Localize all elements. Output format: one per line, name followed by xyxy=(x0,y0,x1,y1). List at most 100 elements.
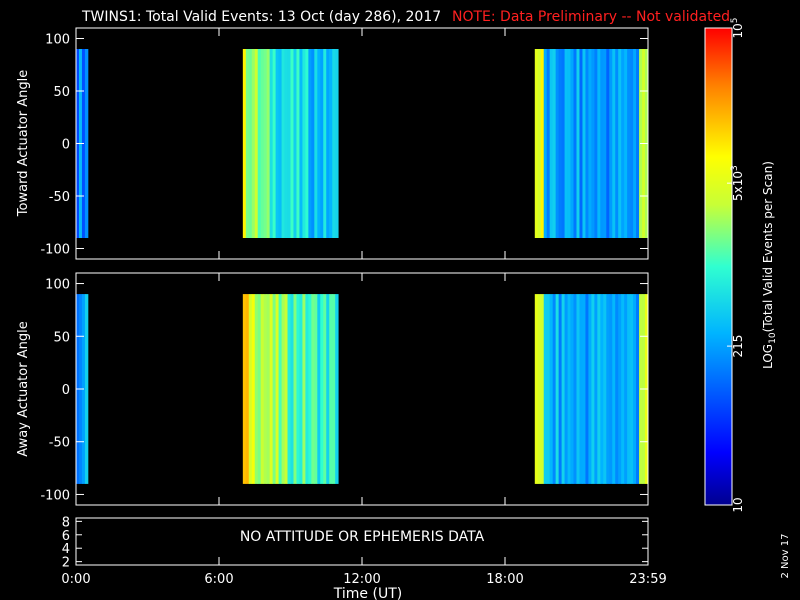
toward-heatmap xyxy=(76,49,649,238)
heatmap-cell xyxy=(84,294,89,484)
ytick-label: 100 xyxy=(45,33,70,48)
heatmap-cell xyxy=(260,294,265,484)
heatmap-cell xyxy=(272,49,277,238)
no-data-message: NO ATTITUDE OR EPHEMERIS DATA xyxy=(240,529,485,545)
heatmap-cell xyxy=(588,49,592,238)
heatmap-cell xyxy=(555,49,560,238)
heatmap-cell xyxy=(302,294,306,484)
heatmap-cell xyxy=(287,294,291,484)
heatmap-cell xyxy=(552,294,557,484)
heatmap-cell xyxy=(314,49,318,238)
heatmap-cell xyxy=(534,49,539,238)
heatmap-cell xyxy=(585,294,589,484)
heatmap-cell xyxy=(287,49,291,238)
heatmap-cell xyxy=(257,294,262,484)
heatmap-cell xyxy=(600,294,604,484)
ytick-label: -100 xyxy=(40,488,70,503)
heatmap-cell xyxy=(320,49,324,238)
heatmap-cell xyxy=(576,49,580,238)
xtick-label: 18:00 xyxy=(486,572,523,587)
heatmap-cell xyxy=(633,49,637,238)
heatmap-cell xyxy=(624,49,628,238)
xtick-label: 12:00 xyxy=(343,572,380,587)
heatmap-cell xyxy=(263,294,268,484)
heatmap-cell xyxy=(621,49,625,238)
heatmap-cell xyxy=(251,49,256,238)
heatmap-cell xyxy=(609,294,613,484)
heatmap-cell xyxy=(555,294,560,484)
heatmap-cell xyxy=(317,49,321,238)
heatmap-cell xyxy=(329,294,333,484)
heatmap-cell xyxy=(257,49,262,238)
heatmap-cell xyxy=(573,294,577,484)
heatmap-cell xyxy=(296,294,300,484)
heatmap-cell xyxy=(314,294,318,484)
heatmap-cell xyxy=(585,49,589,238)
ytick-label: 6 xyxy=(62,529,70,544)
heatmap-cell xyxy=(558,294,563,484)
heatmap-cell xyxy=(311,294,315,484)
heatmap-cell xyxy=(570,294,574,484)
heatmap-cell xyxy=(564,49,568,238)
xtick-label: 23:59 xyxy=(629,572,666,587)
heatmap-cell xyxy=(564,294,568,484)
heatmap-cell xyxy=(284,294,288,484)
heatmap-cell xyxy=(573,49,577,238)
heatmap-cell xyxy=(552,49,557,238)
heatmap-cell xyxy=(290,294,294,484)
heatmap-cell xyxy=(540,49,545,238)
heatmap-cell xyxy=(266,294,271,484)
heatmap-cell xyxy=(537,49,542,238)
xtick-label: 6:00 xyxy=(204,572,233,587)
heatmap-cell xyxy=(630,294,634,484)
ytick-label: -50 xyxy=(49,190,70,205)
heatmap-cell xyxy=(597,294,601,484)
toward-panel: 100 50 0 -50 -100 Toward Actuator Angle xyxy=(16,27,649,260)
heatmap-cell xyxy=(251,294,256,484)
heatmap-cell xyxy=(561,49,565,238)
heatmap-cell xyxy=(308,294,312,484)
heatmap-cell xyxy=(284,49,288,238)
ytick-label: 2 xyxy=(62,556,70,571)
heatmap-cell xyxy=(594,49,598,238)
away-panel: 100 50 0 -50 -100 Away Actuator Angle xyxy=(16,272,649,506)
heatmap-cell xyxy=(275,294,279,484)
heatmap-cell xyxy=(534,294,539,484)
time-axis-label: Time (UT) xyxy=(333,586,402,600)
heatmap-cell xyxy=(603,294,607,484)
heatmap-cell xyxy=(600,49,604,238)
heatmap-cell xyxy=(633,294,637,484)
heatmap-cell xyxy=(609,49,613,238)
heatmap-cell xyxy=(579,294,583,484)
heatmap-cell xyxy=(293,49,297,238)
heatmap-cell xyxy=(278,49,282,238)
ytick-label: 100 xyxy=(45,278,70,293)
away-ylabel: Away Actuator Angle xyxy=(16,321,31,456)
heatmap-cell xyxy=(546,294,551,484)
ytick-label: 50 xyxy=(53,330,70,345)
heatmap-cell xyxy=(594,294,598,484)
heatmap-cell xyxy=(570,49,574,238)
heatmap-cell xyxy=(308,49,312,238)
heatmap-cell xyxy=(326,294,330,484)
heatmap-cell xyxy=(546,49,551,238)
heatmap-cell xyxy=(269,49,274,238)
heatmap-cell xyxy=(606,294,610,484)
ytick-label: 50 xyxy=(53,85,70,100)
heatmap-cell xyxy=(332,49,336,238)
ytick-label: 0 xyxy=(62,383,70,398)
ytick-label: 0 xyxy=(62,138,70,153)
heatmap-cell xyxy=(576,294,580,484)
heatmap-cell xyxy=(242,49,247,238)
heatmap-cell xyxy=(84,49,89,238)
heatmap-cell xyxy=(320,294,324,484)
ytick-label: -100 xyxy=(40,243,70,258)
heatmap-cell xyxy=(335,49,339,238)
heatmap-cell xyxy=(558,49,563,238)
heatmap-cell xyxy=(302,49,306,238)
colorbar-tick-label: 105 xyxy=(730,17,745,38)
heatmap-cell xyxy=(612,49,616,238)
heatmap-cell xyxy=(582,294,586,484)
heatmap-cell xyxy=(561,294,565,484)
